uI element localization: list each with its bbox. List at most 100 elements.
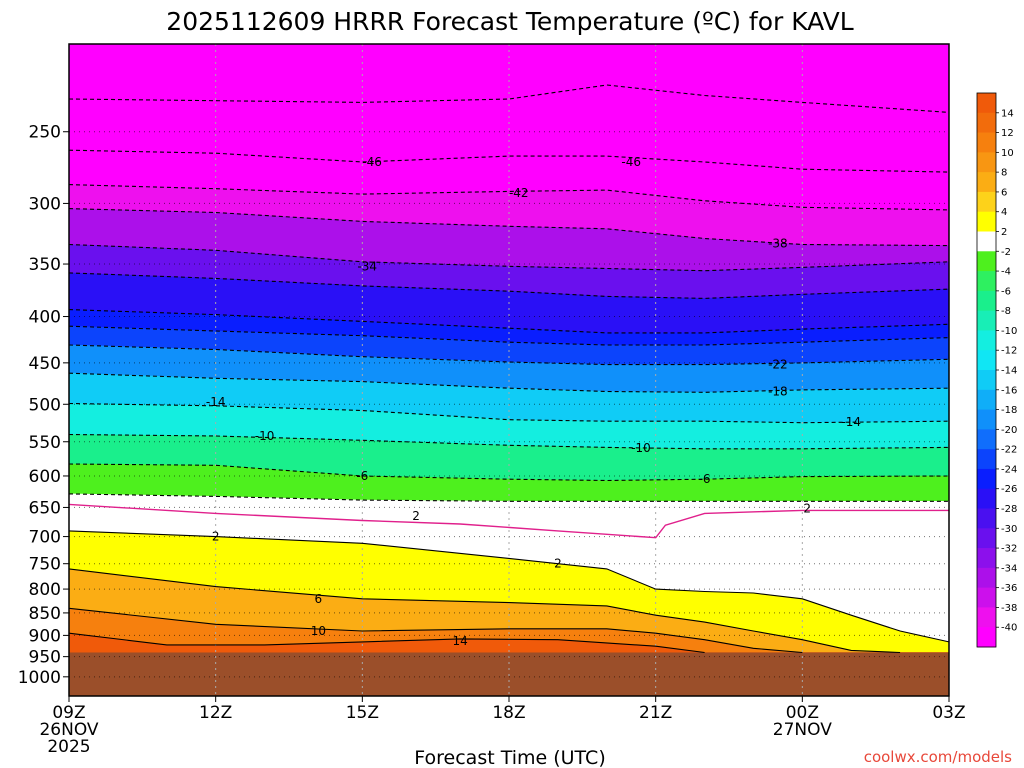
contour-label-1: -46 [621,155,641,169]
colorbar-swatch-20 [977,488,996,509]
y-tick-label-500: 500 [29,395,61,415]
colorbar-swatch-13 [977,350,996,371]
colorbar-tick-label--4: -4 [1001,267,1011,278]
colorbar-swatch-9 [977,271,996,292]
x-tick-label-15Z-0: 15Z [346,703,379,723]
y-tick-label-900: 900 [29,626,61,646]
colorbar-tick-label--28: -28 [1001,504,1017,515]
colorbar-swatch-12 [977,330,996,351]
contour-label-10: -10 [631,441,651,455]
contour-7--24 [69,325,949,346]
colorbar-tick-label--20: -20 [1001,425,1017,436]
contour-0--46 [69,84,949,113]
contour-label-17: 6 [315,592,323,606]
colorbar-tick-label--14: -14 [1001,366,1017,377]
contour-label-3: -38 [768,236,788,250]
contour-4--34 [69,243,949,272]
colorbar-tick-label-2: 2 [1001,227,1007,238]
contour-label-18: 10 [311,624,326,638]
chart-title: 2025112609 HRRR Forecast Temperature (ºC… [166,7,853,36]
colorbar-tick-label--32: -32 [1001,544,1017,555]
colorbar-tick-label--38: -38 [1001,603,1017,614]
contour-label-16: 2 [554,557,562,571]
colorbar-tick-label--30: -30 [1001,524,1017,535]
y-tick-label-650: 650 [29,498,61,518]
contour-10--14 [69,402,949,424]
contour-9--18 [69,372,949,393]
colorbar-swatch-24 [977,567,996,589]
colorbar-tick-label-12: 12 [1001,128,1014,139]
colorbar-tick-label-6: 6 [1001,187,1007,198]
contour-label-7: -14 [206,395,226,409]
colorbar-swatch-23 [977,548,996,569]
colorbar-swatch-1 [977,112,996,133]
colorbar: 14 12 10 8 6 4 2 -2 -4 -6 -8 -10 -12 -14 -16 -18 -20 -22 -… [976,92,1017,648]
contour-labels: -46 -46 -42 -38 -34 -22 -18 -14 -14 -10 -10 -6 -6 2 2 2… [206,155,861,648]
grid-lines [69,44,949,696]
contour-3--38 [69,208,949,247]
y-tick-label-350: 350 [29,255,61,275]
x-tick-label-09Z-2: 2025 [47,737,90,757]
contour-13--2 [69,493,949,502]
contour-6--26 [69,309,949,334]
colorbar-swatch-2 [977,132,996,153]
colorbar-swatch-27 [977,627,996,648]
y-tick-label-700: 700 [29,528,61,548]
colorbar-tick-label--18: -18 [1001,405,1017,416]
colorbar-swatch-21 [977,508,996,529]
y-tick-label-600: 600 [29,467,61,487]
y-tick-label-400: 400 [29,308,61,328]
colorbar-tick-label--40: -40 [1001,623,1017,634]
colorbar-tick-label--16: -16 [1001,385,1017,396]
y-tick-label-800: 800 [29,580,61,600]
colorbar-swatch-18 [977,449,996,470]
contour-8--22 [69,344,949,366]
colorbar-tick-label--2: -2 [1001,247,1011,258]
colorbar-swatch-0 [977,93,996,114]
contour-label-5: -22 [768,358,788,372]
contour-1--46 [69,149,949,173]
colorbar-swatch-10 [977,290,996,312]
colorbar-swatch-11 [977,310,996,331]
colorbar-tick-label-8: 8 [1001,168,1007,179]
contour-label-0: -46 [362,155,382,169]
colorbar-tick-label--24: -24 [1001,464,1017,475]
contour-label-6: -18 [768,384,788,398]
colorbar-tick-label-14: 14 [1001,108,1014,119]
colorbar-swatch-3 [977,152,996,173]
colorbar-swatch-6 [977,211,996,232]
colorbar-tick-label--26: -26 [1001,484,1017,495]
colorbar-tick-label--6: -6 [1001,286,1011,297]
contour-11--10 [69,433,949,450]
x-tick-label-00Z-0: 00Z [786,703,819,723]
colorbar-tick-label--36: -36 [1001,583,1017,594]
y-tick-label-450: 450 [29,354,61,374]
colorbar-swatch-16 [977,409,996,430]
colorbar-tick-label--34: -34 [1001,563,1017,574]
colorbar-tick-label-10: 10 [1001,148,1014,159]
colorbar-swatch-7 [977,231,996,252]
contour-label-12: -6 [699,472,711,486]
y-tick-label-750: 750 [29,555,61,575]
contour-label-13: 2 [412,509,420,523]
freezing-level-line [69,503,949,539]
contour-label-19: 14 [452,634,467,648]
colorbar-tick-label--12: -12 [1001,346,1017,357]
colorbar-swatch-15 [977,389,996,410]
colorbar-swatch-25 [977,587,996,608]
contour-12--6 [69,463,949,482]
x-tick-label-09Z-0: 09Z [52,703,85,723]
colorbar-tick-label--8: -8 [1001,306,1011,317]
contour-label-8: -14 [841,415,861,429]
x-tick-label-18Z-0: 18Z [492,703,525,723]
colorbar-swatch-14 [977,370,996,391]
credit-link[interactable]: coolwx.com/models [864,748,1012,766]
y-tick-label-550: 550 [29,433,61,453]
contour-5--30 [69,272,949,299]
contour-14-2 [69,530,949,643]
contour-label-15: 2 [212,530,220,544]
x-tick-label-09Z-1: 26NOV [39,720,98,740]
contour-16-10 [69,607,803,654]
y-tick-label-950: 950 [29,648,61,668]
